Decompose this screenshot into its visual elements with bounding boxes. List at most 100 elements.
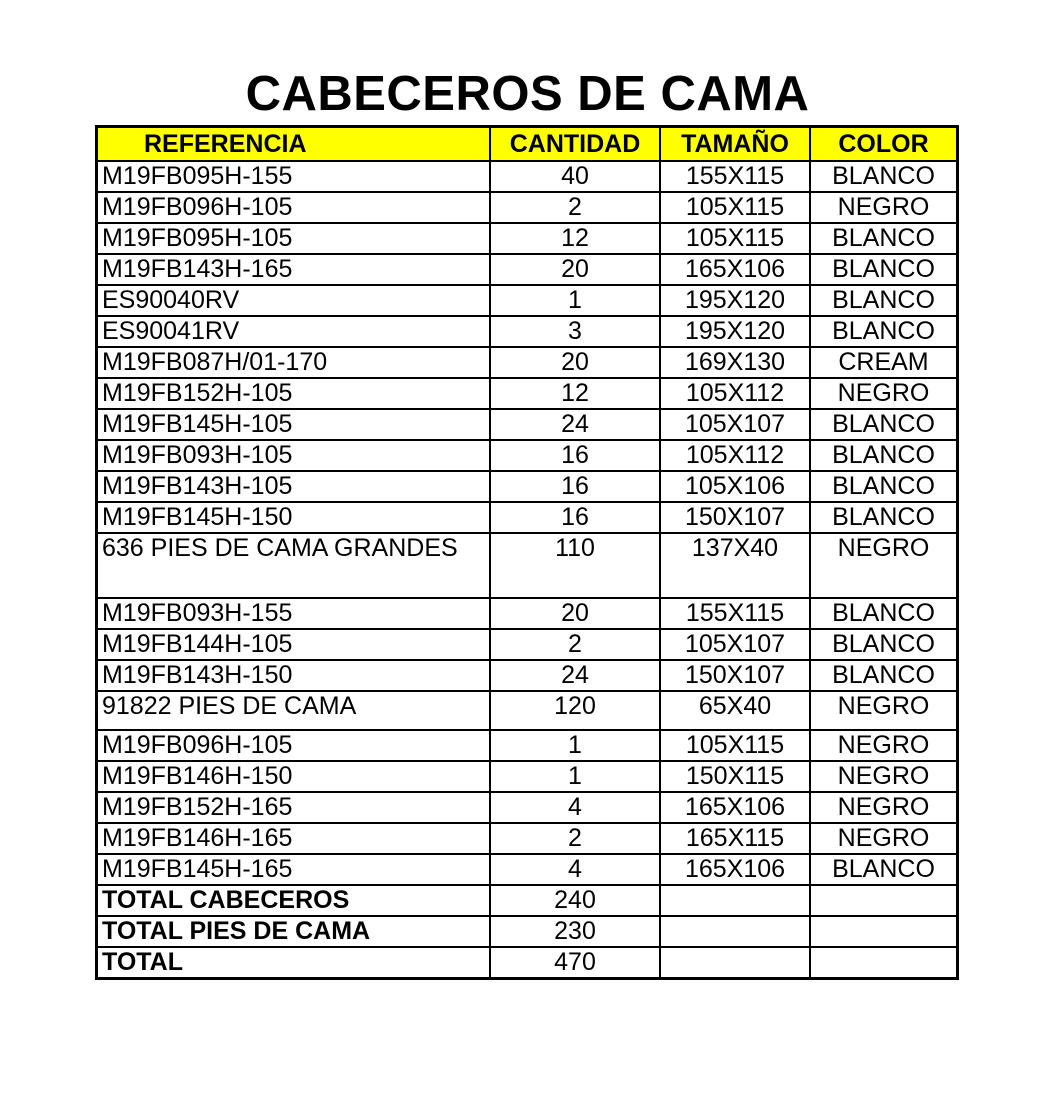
table-cell	[659, 884, 811, 917]
table-cell: 65X40	[659, 690, 811, 731]
table-cell: 12	[489, 377, 661, 410]
table-cell: 155X115	[659, 160, 811, 193]
table-cell: M19FB145H-105	[95, 408, 491, 441]
table-cell: M19FB143H-105	[95, 470, 491, 503]
table-row: ES90041RV 3 195X120 BLANCO	[95, 315, 959, 348]
table-cell: M19FB093H-155	[95, 597, 491, 630]
table-cell: 91822 PIES DE CAMA	[95, 690, 491, 731]
table-cell: M19FB152H-165	[95, 791, 491, 824]
table-cell: BLANCO	[809, 470, 959, 503]
table-row: M19FB145H-150 16 150X107 BLANCO	[95, 501, 959, 534]
table-cell: BLANCO	[809, 501, 959, 534]
table-cell: 150X107	[659, 501, 811, 534]
table-row: M19FB096H-105 1 105X115 NEGRO	[95, 729, 959, 762]
total-row: TOTAL 470	[95, 946, 959, 980]
table-cell: 20	[489, 346, 661, 379]
column-header: CANTIDAD	[489, 125, 661, 162]
table-cell: BLANCO	[809, 222, 959, 255]
table-cell: 105X115	[659, 222, 811, 255]
table-cell: NEGRO	[809, 791, 959, 824]
table-cell: 169X130	[659, 346, 811, 379]
table-cell: 165X106	[659, 253, 811, 286]
table-cell: BLANCO	[809, 628, 959, 661]
table-row: M19FB152H-105 12 105X112 NEGRO	[95, 377, 959, 410]
table-cell: 105X107	[659, 408, 811, 441]
table-cell: NEGRO	[809, 191, 959, 224]
table-cell: NEGRO	[809, 690, 959, 731]
table-cell: BLANCO	[809, 284, 959, 317]
table-cell: M19FB146H-165	[95, 822, 491, 855]
table-cell: 240	[489, 884, 661, 917]
table-cell: M19FB093H-105	[95, 439, 491, 472]
table-cell: TOTAL	[95, 946, 491, 980]
table-cell: 165X106	[659, 791, 811, 824]
table-cell: 195X120	[659, 315, 811, 348]
table-cell: 105X115	[659, 729, 811, 762]
table-row: M19FB145H-165 4 165X106 BLANCO	[95, 853, 959, 886]
table-cell: 165X115	[659, 822, 811, 855]
table-row: M19FB096H-105 2 105X115 NEGRO	[95, 191, 959, 224]
table-row: M19FB093H-105 16 105X112 BLANCO	[95, 439, 959, 472]
table-cell: 4	[489, 853, 661, 886]
table-cell: NEGRO	[809, 729, 959, 762]
table-cell: 1	[489, 760, 661, 793]
table-cell: 636 PIES DE CAMA GRANDES	[95, 532, 491, 599]
table-cell: 165X106	[659, 853, 811, 886]
table-cell: 105X106	[659, 470, 811, 503]
table-cell: BLANCO	[809, 315, 959, 348]
table-row: 636 PIES DE CAMA GRANDES 110 137X40 NEGRO	[95, 532, 959, 599]
table-cell: 105X107	[659, 628, 811, 661]
table-row: M19FB143H-105 16 105X106 BLANCO	[95, 470, 959, 503]
table-cell: M19FB096H-105	[95, 191, 491, 224]
table-cell: 470	[489, 946, 661, 980]
table-row: M19FB093H-155 20 155X115 BLANCO	[95, 597, 959, 630]
table-cell: BLANCO	[809, 853, 959, 886]
table-cell: 137X40	[659, 532, 811, 599]
page-title: CABECEROS DE CAMA	[245, 67, 810, 121]
table-cell: 110	[489, 532, 661, 599]
table-cell	[809, 884, 959, 917]
table-cell: M19FB145H-150	[95, 501, 491, 534]
table-cell: 24	[489, 408, 661, 441]
table-cell	[809, 946, 959, 980]
table-row: M19FB145H-105 24 105X107 BLANCO	[95, 408, 959, 441]
table-cell: M19FB095H-155	[95, 160, 491, 193]
table-cell: 16	[489, 470, 661, 503]
table-row: M19FB146H-150 1 150X115 NEGRO	[95, 760, 959, 793]
table-cell: BLANCO	[809, 659, 959, 692]
table-row: M19FB146H-165 2 165X115 NEGRO	[95, 822, 959, 855]
table-cell: BLANCO	[809, 408, 959, 441]
table-cell: BLANCO	[809, 160, 959, 193]
table-cell: 150X115	[659, 760, 811, 793]
table-cell: 2	[489, 191, 661, 224]
table-row: M19FB143H-150 24 150X107 BLANCO	[95, 659, 959, 692]
total-row: TOTAL PIES DE CAMA 230	[95, 915, 959, 948]
table-cell: 150X107	[659, 659, 811, 692]
table-row: M19FB152H-165 4 165X106 NEGRO	[95, 791, 959, 824]
table-cell: 105X115	[659, 191, 811, 224]
table-cell: 20	[489, 253, 661, 286]
table-cell: M19FB152H-105	[95, 377, 491, 410]
table-cell: 230	[489, 915, 661, 948]
table-cell: 105X112	[659, 439, 811, 472]
table-cell: ES90040RV	[95, 284, 491, 317]
table-cell: 155X115	[659, 597, 811, 630]
table-cell: M19FB096H-105	[95, 729, 491, 762]
table-cell: M19FB144H-105	[95, 628, 491, 661]
column-header: TAMAÑO	[659, 125, 811, 162]
table-cell: ES90041RV	[95, 315, 491, 348]
table-cell: M19FB146H-150	[95, 760, 491, 793]
table-row: M19FB087H/01-170 20 169X130 CREAM	[95, 346, 959, 379]
table-row: M19FB095H-155 40 155X115 BLANCO	[95, 160, 959, 193]
inventory-table: REFERENCIA CANTIDAD TAMAÑO COLOR M19FB095H-…	[95, 125, 959, 980]
table-cell: 2	[489, 822, 661, 855]
table-cell	[659, 915, 811, 948]
table-cell: TOTAL CABECEROS	[95, 884, 491, 917]
table-cell: CREAM	[809, 346, 959, 379]
table-cell	[809, 915, 959, 948]
table-cell: 20	[489, 597, 661, 630]
column-header: REFERENCIA	[95, 125, 491, 162]
table-cell: TOTAL PIES DE CAMA	[95, 915, 491, 948]
table-cell: M19FB087H/01-170	[95, 346, 491, 379]
table-cell: 40	[489, 160, 661, 193]
